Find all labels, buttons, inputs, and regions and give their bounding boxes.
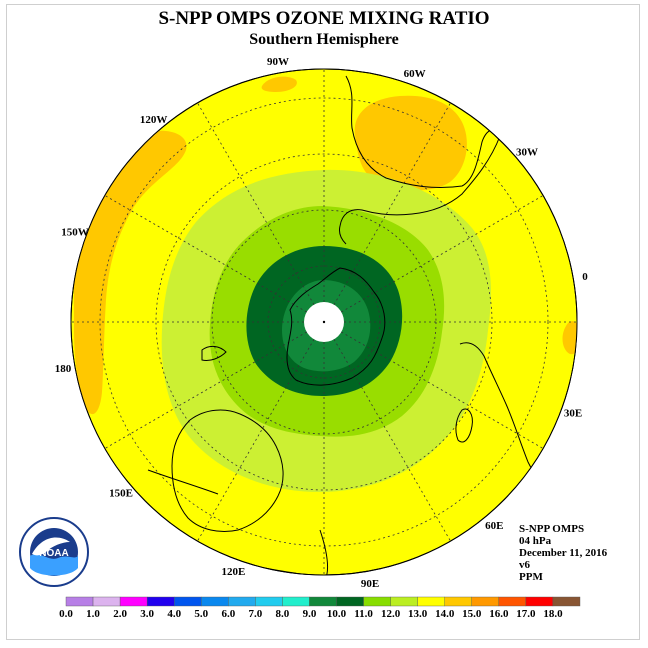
coast-new-zealand <box>201 345 227 361</box>
colorbar-swatch <box>336 596 364 607</box>
info-level: 04 hPa <box>519 535 552 547</box>
lon-label-0: 0 <box>582 271 588 283</box>
meridian-line <box>197 102 315 305</box>
lon-label-60e: 60E <box>485 520 503 532</box>
colorbar-tick-label: 5.0 <box>194 608 208 620</box>
lon-label-150e: 150E <box>109 487 133 499</box>
lat-circle-20 <box>99 97 549 547</box>
colorbar-tick-label: 14.0 <box>435 608 455 620</box>
colorbar-swatch <box>92 596 121 607</box>
colorbar-tick-label: 11.0 <box>354 608 373 620</box>
lon-label-150w: 150W <box>61 226 89 238</box>
colorbar-tick-label: 9.0 <box>303 608 317 620</box>
colorbar-swatch <box>146 596 175 607</box>
colorbar-swatch <box>309 596 337 607</box>
colorbar-tick-label: 10.0 <box>327 608 347 620</box>
map-subtitle: Southern Hemisphere <box>249 31 399 48</box>
coast-madagascar <box>455 408 473 443</box>
lon-label-180: 180 <box>55 363 72 375</box>
lon-label-30w: 30W <box>516 147 538 159</box>
colorbar-swatch <box>65 596 94 607</box>
colorbar-swatch <box>201 596 229 607</box>
colorbar-tick-label: 0.0 <box>59 608 73 620</box>
colorbar-swatch <box>471 596 500 607</box>
coast-antarctica <box>286 267 386 386</box>
info-units: PPM <box>519 571 543 583</box>
info-version: v6 <box>519 559 530 571</box>
colorbar-swatch <box>444 596 472 607</box>
info-instrument: S-NPP OMPS <box>519 523 585 535</box>
meridian-line <box>333 102 451 305</box>
lon-label-60w: 60W <box>404 68 426 80</box>
colorbar-tick-label: 1.0 <box>86 608 100 620</box>
colorbar-tick-label: 8.0 <box>276 608 290 620</box>
lon-label-120e: 120E <box>221 566 245 578</box>
pole-marker <box>322 320 326 324</box>
colorbar-tick-label: 4.0 <box>167 608 181 620</box>
meridian-line <box>341 331 544 449</box>
meridian-line <box>341 195 544 313</box>
colorbar-swatch <box>119 596 148 607</box>
colorbar: 0.0 1.0 2.0 3.0 4.0 5.0 6.0 7.0 8.0 9.0 10.0 11.0 12… <box>59 596 581 620</box>
colorbar-swatch <box>363 596 391 607</box>
lon-label-90w: 90W <box>267 56 289 68</box>
lon-label-120w: 120W <box>140 114 168 126</box>
info-date: December 11, 2016 <box>519 547 608 559</box>
colorbar-swatch <box>417 596 445 607</box>
lat-circle-40 <box>155 153 493 491</box>
orange-patch-west <box>74 130 187 415</box>
noaa-logo: NOAA <box>19 517 89 587</box>
colorbar-swatch <box>255 596 283 607</box>
colorbar-swatch <box>498 596 527 607</box>
colorbar-tick-label: 7.0 <box>248 608 262 620</box>
orange-patch-north <box>261 76 297 92</box>
meridian-line <box>104 331 307 449</box>
colorbar-tick-label: 16.0 <box>489 608 509 620</box>
colorbar-swatch <box>174 596 202 607</box>
colorbar-tick-label: 3.0 <box>140 608 154 620</box>
colorbar-swatch <box>552 596 581 607</box>
info-panel: S-NPP OMPS 04 hPa December 11, 2016 v6 P… <box>519 523 607 583</box>
meridian-line <box>333 339 451 542</box>
coast-australia <box>171 409 284 532</box>
colorbar-tick-label: 15.0 <box>462 608 482 620</box>
noaa-logo-text: NOAA <box>39 548 68 559</box>
colorbar-swatch <box>282 596 310 607</box>
colorbar-swatch <box>228 596 256 607</box>
colorbar-tick-label: 6.0 <box>221 608 235 620</box>
meridian-line <box>104 195 307 313</box>
lon-label-90e: 90E <box>361 578 379 590</box>
map-title: S-NPP OMPS OZONE MIXING RATIO <box>158 8 490 29</box>
colorbar-tick-label: 18.0 <box>543 608 563 620</box>
colorbar-swatch <box>390 596 418 607</box>
colorbar-tick-label: 12.0 <box>381 608 401 620</box>
colorbar-tick-label: 17.0 <box>516 608 536 620</box>
colorbar-tick-label: 13.0 <box>408 608 428 620</box>
lon-label-30e: 30E <box>564 408 582 420</box>
meridian-line <box>197 339 315 542</box>
orange-patch-south-america <box>354 95 467 191</box>
colorbar-swatch <box>525 596 554 607</box>
colorbar-tick-label: 2.0 <box>113 608 127 620</box>
